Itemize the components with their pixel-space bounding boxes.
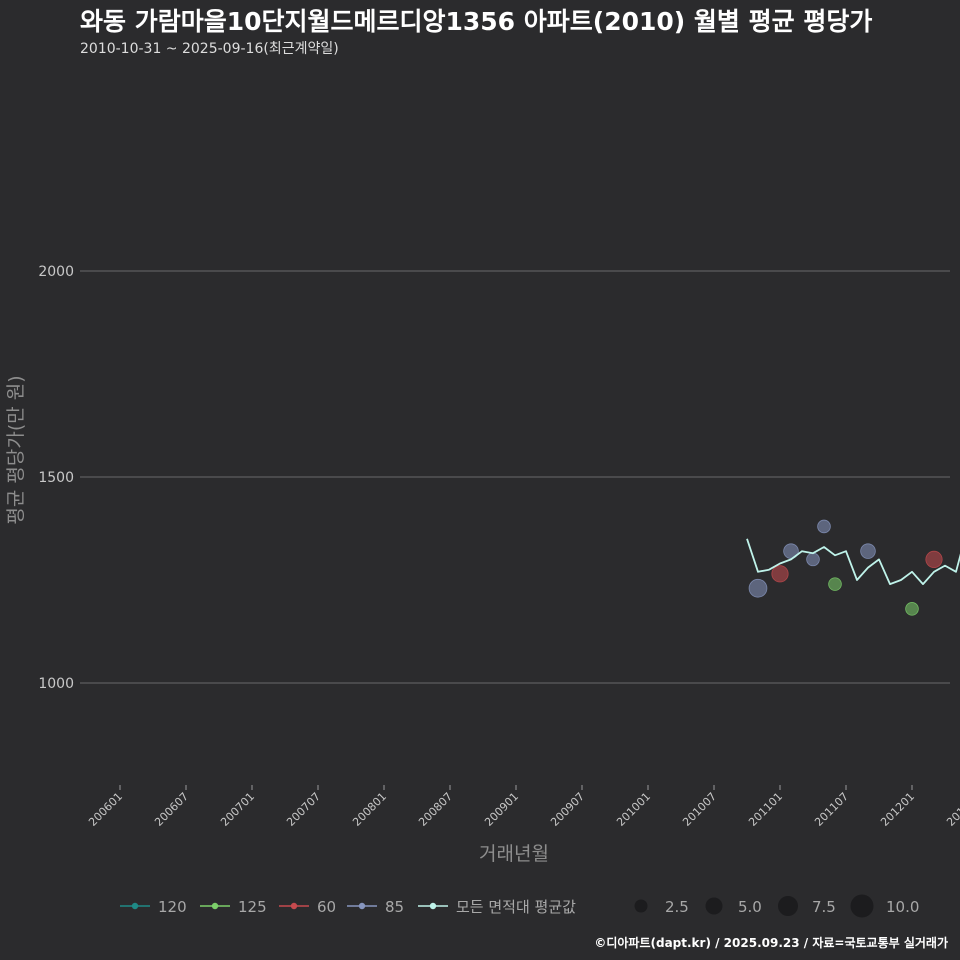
scatter-layer — [748, 519, 943, 616]
x-tick-label: 200807 — [416, 790, 455, 829]
legend-size-bubble — [705, 897, 723, 915]
avg-price-line — [746, 538, 960, 585]
scatter-point-s85 — [748, 578, 768, 598]
legend-item-s85: 85 — [347, 898, 404, 916]
legend-item-s60: 60 — [279, 898, 336, 916]
scatter-point-s85 — [806, 552, 820, 567]
legend-size-bubble — [778, 896, 798, 916]
x-tick-label: 200707 — [284, 790, 323, 829]
legend-size-item: 10.0 — [850, 894, 919, 918]
legend-item-s125: 125 — [200, 898, 267, 916]
legend-label: 모든 면적대 평균값 — [456, 898, 576, 916]
x-tick-label: 201007 — [680, 790, 719, 829]
scatter-point-s85 — [817, 519, 831, 534]
legend-swatch-dot — [358, 902, 366, 910]
x-tick-label: 200801 — [350, 790, 389, 829]
y-tick-label: 1500 — [38, 470, 74, 486]
x-tick-label: 201107 — [812, 790, 851, 829]
legend: 120 125 60 85 모든 면적대 평균값 2.5 5.0 7.5 10.0 — [120, 894, 919, 918]
x-tick-label: 201207 — [944, 790, 960, 829]
legend-size-bubble — [634, 899, 648, 913]
legend-size-label: 5.0 — [738, 898, 762, 916]
chart-subtitle: 2010-10-31 ~ 2025-09-16(최근계약일) — [80, 41, 339, 57]
legend-swatch-dot — [211, 902, 219, 910]
legend-label: 60 — [317, 898, 336, 916]
y-tick-label: 2000 — [38, 264, 74, 280]
legend-size-label: 7.5 — [812, 898, 836, 916]
y-axis-label: 평균 평당가(만 원) — [5, 375, 27, 524]
x-tick-label: 201001 — [614, 790, 653, 829]
x-tick-label: 200907 — [548, 790, 587, 829]
scatter-point-s125 — [828, 577, 842, 591]
x-tick-label: 200607 — [152, 790, 191, 829]
scatter-point-s85 — [860, 543, 876, 559]
x-tick-layer: 200601 200607 200701 200707 200801 200807 2009… — [86, 785, 960, 829]
legend-item-avg: 모든 면적대 평균값 — [418, 898, 576, 916]
scatter-point-s60 — [771, 565, 789, 583]
legend-swatch-dot — [290, 902, 298, 910]
x-tick-label: 200901 — [482, 790, 521, 829]
x-tick-label: 200701 — [218, 790, 257, 829]
x-axis-label: 거래년월 — [479, 843, 549, 865]
legend-label: 120 — [158, 898, 187, 916]
scatter-point-s125 — [905, 602, 919, 616]
legend-label: 85 — [385, 898, 404, 916]
y-tick-label: 1000 — [38, 676, 74, 692]
legend-size-item: 2.5 — [634, 898, 689, 916]
legend-swatch-dot — [131, 902, 139, 910]
legend-size-label: 10.0 — [886, 898, 919, 916]
source-caption: ©디아파트(dapt.kr) / 2025.09.23 / 자료=국토교통부 실… — [594, 936, 948, 950]
legend-size-bubble — [850, 894, 874, 918]
chart-title: 와동 가람마을10단지월드메르디앙1356 아파트(2010) 월별 평균 평당… — [80, 7, 873, 36]
legend-size-label: 2.5 — [665, 898, 689, 916]
legend-swatch-dot — [429, 902, 437, 910]
x-tick-label: 201201 — [878, 790, 917, 829]
avg-line-layer — [746, 538, 960, 585]
scatter-point-s60 — [925, 550, 943, 569]
legend-size-item: 7.5 — [778, 896, 836, 916]
x-tick-label: 200601 — [86, 790, 125, 829]
grid-layer: 1000 1500 2000 — [38, 264, 950, 692]
legend-label: 125 — [238, 898, 267, 916]
legend-size-item: 5.0 — [705, 897, 762, 916]
x-tick-label: 201101 — [746, 790, 785, 829]
legend-item-s120: 120 — [120, 898, 187, 916]
